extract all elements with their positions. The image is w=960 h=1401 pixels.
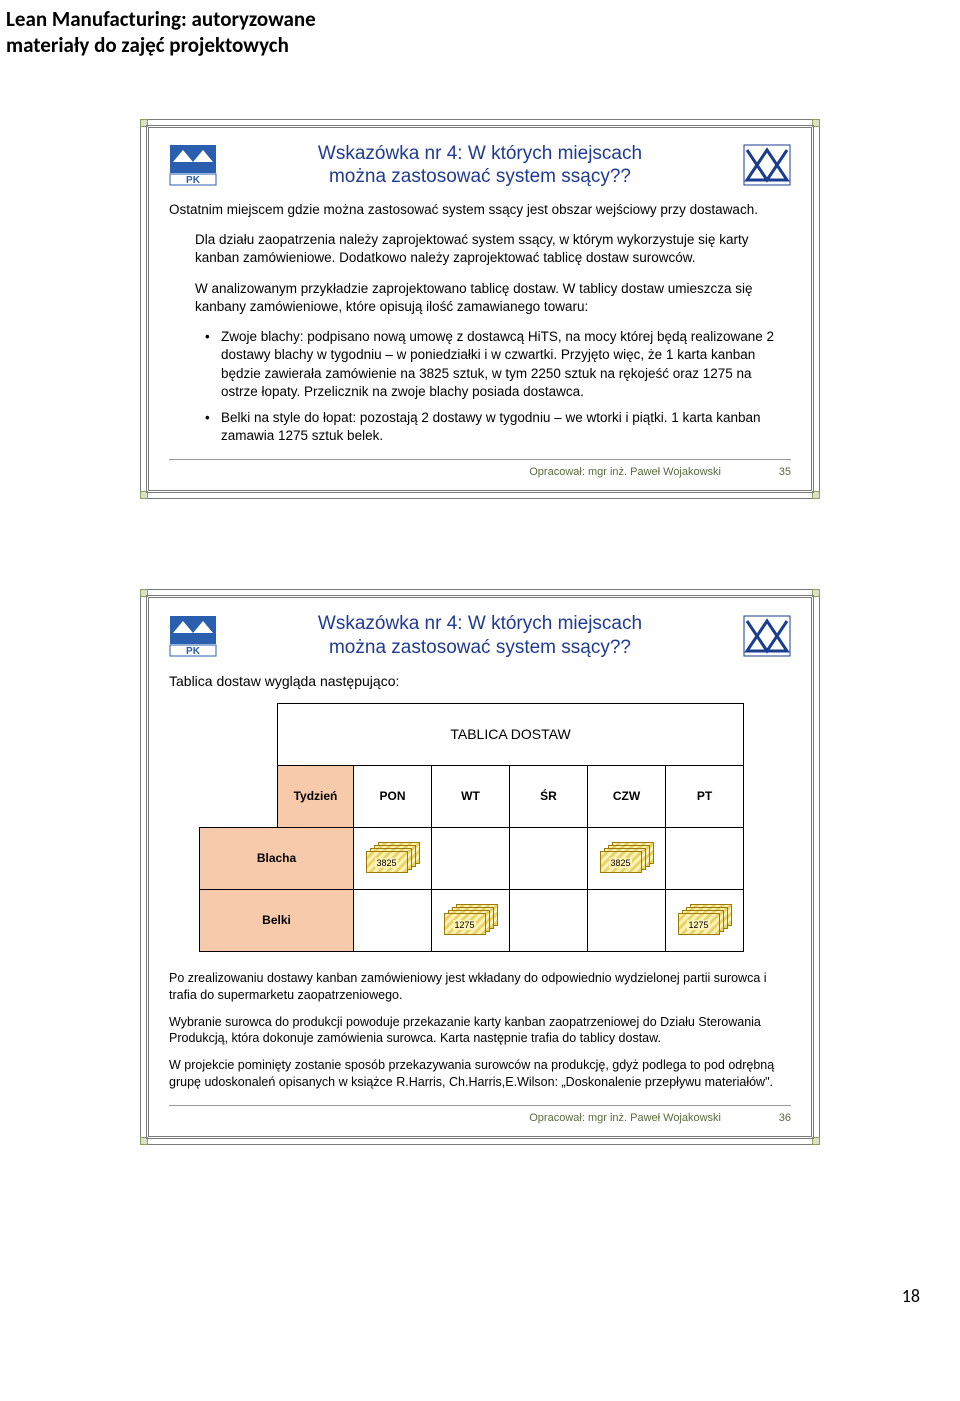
slides-container: PK Wskazówka nr 4: W których miejscach m… [0, 59, 960, 1266]
slide-footer: Opracował: mgr inż. Paweł Wojakowski 35 [169, 459, 791, 478]
slide2-title-l1: Wskazówka nr 4: W których miejscach [318, 613, 642, 634]
slide2-p3: W projekcie pominięty zostanie sposób pr… [169, 1057, 791, 1091]
table-row: Belki 1275 1275 [200, 889, 744, 951]
slide-author: Opracował: mgr inż. Paweł Wojakowski [529, 466, 721, 478]
svg-text:PK: PK [186, 646, 201, 657]
day-header: WT [432, 765, 510, 827]
slide-number: 35 [761, 466, 791, 478]
table-cell [354, 889, 432, 951]
slide-number: 36 [761, 1112, 791, 1124]
table-cell [588, 889, 666, 951]
day-header: ŚR [510, 765, 588, 827]
slide1-bullet2: Belki na style do łopat: pozostają 2 dos… [195, 409, 791, 445]
slide1-p3: W analizowanym przykładzie zaprojektowan… [169, 280, 791, 316]
day-header: PT [666, 765, 744, 827]
table-cell [432, 827, 510, 889]
slide2-p2: Wybranie surowca do produkcji powoduje p… [169, 1014, 791, 1048]
header-line2: materiały do zajęć projektowych [6, 32, 289, 58]
document-header: Lean Manufacturing: autoryzowane materia… [0, 0, 960, 59]
delivery-table: TABLICA DOSTAW Tydzień PON WT ŚR CZW PT … [199, 703, 744, 952]
page-number: 18 [0, 1265, 960, 1327]
slide1-title-l1: Wskazówka nr 4: W których miejscach [318, 143, 642, 164]
table-caption: TABLICA DOSTAW [278, 703, 744, 765]
slide2-title-l2: można zastosować system ssący?? [329, 637, 631, 658]
svg-text:PK: PK [186, 175, 201, 186]
kanban-stack-icon: 1275 [444, 904, 498, 936]
slide-title: Wskazówka nr 4: W których miejscach możn… [229, 142, 731, 190]
slide1-p1: Ostatnim miejscem gdzie można zastosować… [169, 201, 791, 219]
slide1-bullet1: Zwoje blachy: podpisano nową umowę z dos… [195, 328, 791, 401]
logo-left-icon: PK [169, 144, 217, 186]
table-cell [666, 827, 744, 889]
table-cell [510, 827, 588, 889]
slide-footer: Opracował: mgr inż. Paweł Wojakowski 36 [169, 1105, 791, 1124]
header-line1: Lean Manufacturing: autoryzowane [6, 6, 316, 32]
slide-body: Tablica dostaw wygląda następująco: TABL… [169, 672, 791, 1091]
row-label: Belki [200, 889, 354, 951]
slide2-p1: Po zrealizowaniu dostawy kanban zamówien… [169, 970, 791, 1004]
table-cell: 3825 [354, 827, 432, 889]
logo-left-icon: PK [169, 615, 217, 657]
slide-author: Opracował: mgr inż. Paweł Wojakowski [529, 1112, 721, 1124]
table-cell [510, 889, 588, 951]
slide-2: PK Wskazówka nr 4: W których miejscach m… [140, 589, 820, 1145]
row-label: Blacha [200, 827, 354, 889]
day-header: CZW [588, 765, 666, 827]
table-cell: 1275 [432, 889, 510, 951]
kanban-stack-icon: 3825 [600, 842, 654, 874]
slide-title-row: PK Wskazówka nr 4: W których miejscach m… [169, 612, 791, 660]
table-cell: 1275 [666, 889, 744, 951]
slide-body: Ostatnim miejscem gdzie można zastosować… [169, 201, 791, 445]
slide2-after-table: Po zrealizowaniu dostawy kanban zamówien… [169, 970, 791, 1091]
kanban-stack-icon: 3825 [366, 842, 420, 874]
table-empty [200, 765, 278, 827]
week-label: Tydzień [278, 765, 354, 827]
slide-1: PK Wskazówka nr 4: W których miejscach m… [140, 119, 820, 500]
table-empty [200, 703, 278, 765]
table-header-row: Tydzień PON WT ŚR CZW PT [200, 765, 744, 827]
logo-right-icon [743, 615, 791, 657]
slide-title: Wskazówka nr 4: W których miejscach możn… [229, 612, 731, 660]
kanban-stack-icon: 1275 [678, 904, 732, 936]
slide-title-row: PK Wskazówka nr 4: W których miejscach m… [169, 142, 791, 190]
table-cell: 3825 [588, 827, 666, 889]
table-row: Blacha 3825 3825 [200, 827, 744, 889]
slide1-p2: Dla działu zaopatrzenia należy zaprojekt… [169, 231, 791, 267]
slide1-title-l2: można zastosować system ssący?? [329, 166, 631, 187]
slide2-intro: Tablica dostaw wygląda następująco: [169, 672, 791, 691]
day-header: PON [354, 765, 432, 827]
logo-right-icon [743, 144, 791, 186]
